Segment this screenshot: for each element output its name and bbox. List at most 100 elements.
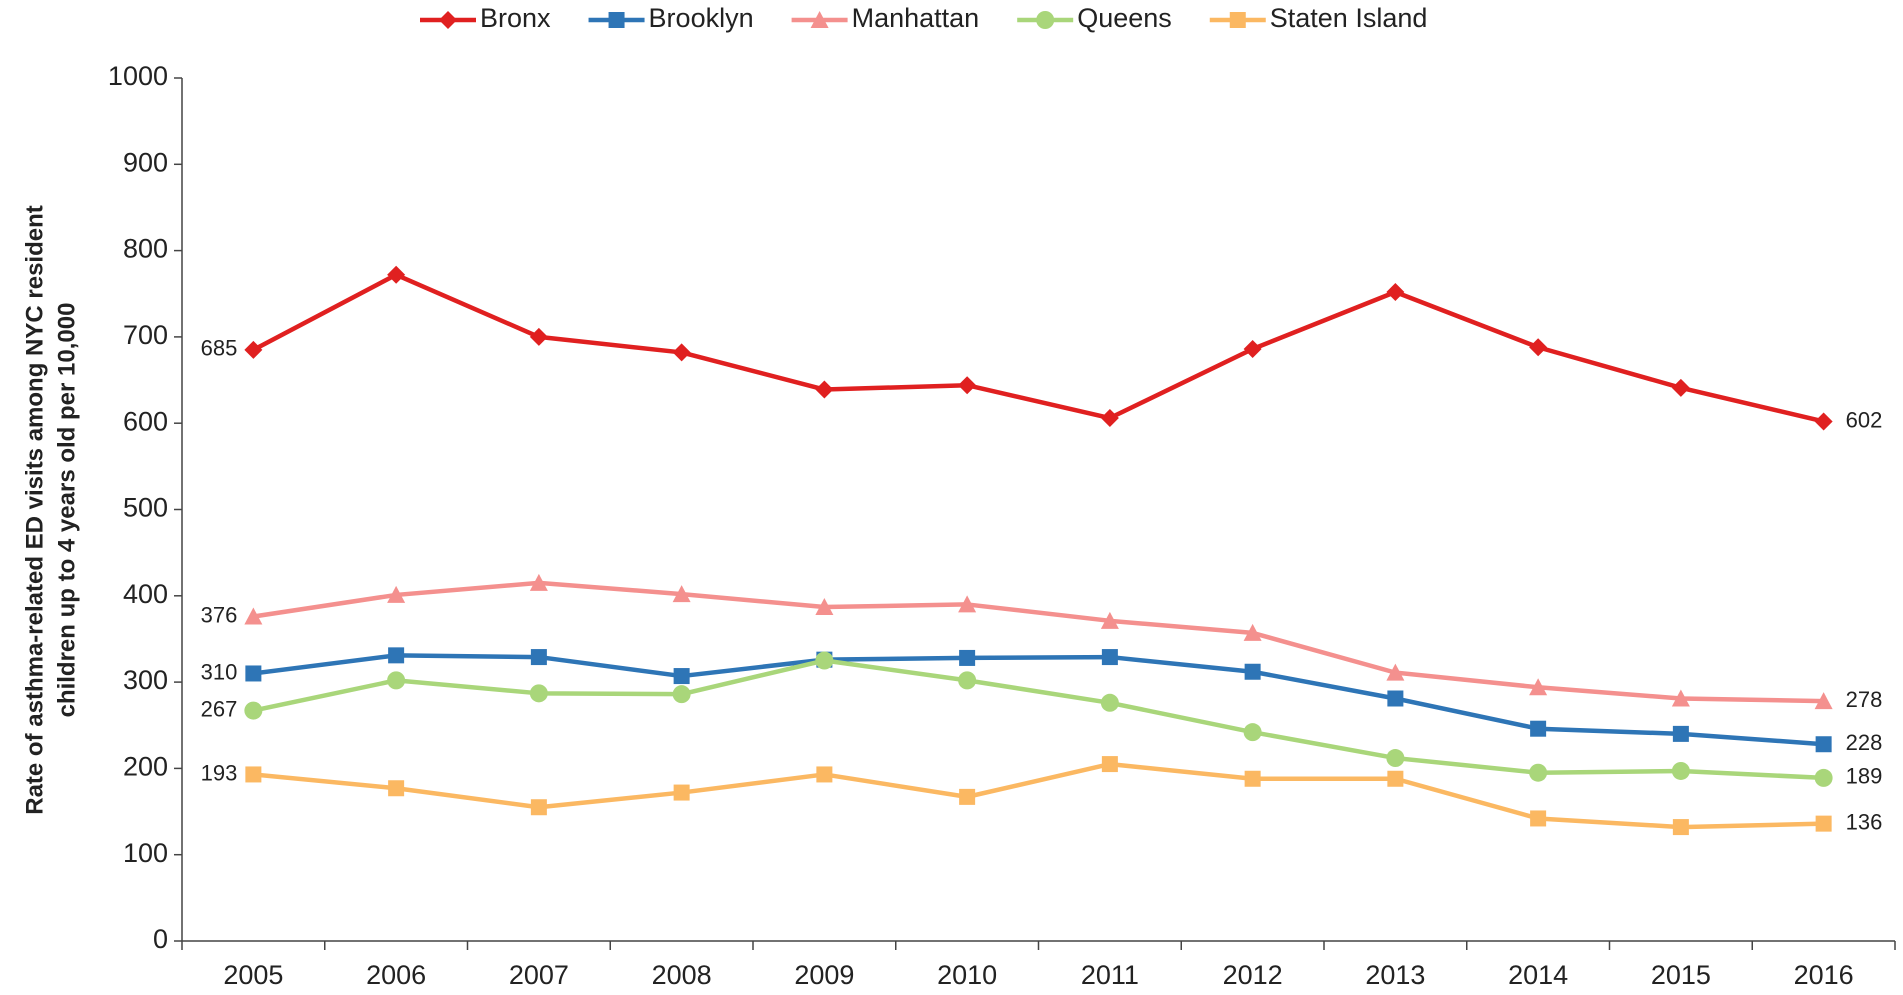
- legend-item: Bronx: [420, 3, 551, 33]
- point: [244, 701, 263, 720]
- x-tick-label: 2010: [937, 960, 997, 990]
- y-tick-label: 0: [153, 924, 168, 954]
- legend-label: Brooklyn: [649, 3, 754, 33]
- point: [673, 668, 690, 685]
- x-tick-label: 2009: [794, 960, 854, 990]
- point: [1101, 649, 1118, 666]
- point: [1815, 736, 1832, 753]
- legend-item: Staten Island: [1209, 3, 1427, 33]
- point: [1100, 693, 1119, 712]
- x-tick-label: 2011: [1081, 960, 1139, 990]
- point: [245, 665, 262, 682]
- point: [387, 265, 406, 284]
- point: [1672, 725, 1689, 742]
- y-tick-label: 200: [123, 752, 168, 782]
- point: [1387, 770, 1404, 787]
- legend-label: Manhattan: [852, 3, 980, 33]
- x-tick-label: 2008: [652, 960, 712, 990]
- value-label: 193: [201, 760, 238, 785]
- point: [1386, 749, 1405, 768]
- point: [1529, 678, 1548, 696]
- y-tick-label: 600: [123, 406, 168, 436]
- point: [959, 788, 976, 805]
- legend-marker: [439, 11, 457, 29]
- value-label: 376: [201, 602, 238, 627]
- x-tick-label: 2006: [366, 960, 426, 990]
- point: [245, 766, 262, 783]
- point: [530, 649, 547, 666]
- y-tick-label: 900: [123, 147, 168, 177]
- value-label: 602: [1846, 407, 1883, 432]
- series: [244, 573, 1833, 710]
- point: [958, 595, 977, 613]
- point: [1672, 819, 1689, 836]
- y-axis-title: Rate of asthma-related ED visits among N…: [21, 205, 80, 815]
- series-line: [252, 658, 1824, 781]
- x-tick-label: 2012: [1223, 960, 1283, 990]
- point: [388, 780, 405, 797]
- legend-marker: [1229, 12, 1246, 28]
- point: [1100, 409, 1119, 428]
- legend-label: Queens: [1077, 3, 1172, 33]
- point: [1530, 720, 1547, 737]
- point: [1100, 611, 1119, 629]
- series: [245, 647, 1832, 753]
- point: [530, 799, 547, 816]
- legend-label: Bronx: [480, 3, 551, 33]
- y-axis-title-line: Rate of asthma-related ED visits among N…: [21, 205, 48, 815]
- point: [816, 766, 833, 783]
- legend-marker: [810, 11, 829, 28]
- point: [958, 376, 977, 395]
- point: [1387, 690, 1404, 707]
- value-label: 189: [1846, 764, 1883, 789]
- point: [387, 585, 406, 603]
- value-label: 685: [201, 336, 238, 361]
- point: [1244, 663, 1261, 680]
- point: [1814, 692, 1833, 710]
- point: [1671, 761, 1690, 780]
- point: [1814, 768, 1833, 787]
- y-tick-label: 700: [123, 320, 168, 350]
- value-label: 278: [1846, 687, 1883, 712]
- y-axis-title-line: children up to 4 years old per 10,000: [53, 303, 80, 718]
- point: [1815, 815, 1832, 832]
- series: [245, 756, 1832, 836]
- point: [1529, 338, 1548, 357]
- point: [1671, 378, 1690, 397]
- y-tick-label: 400: [123, 579, 168, 609]
- point: [244, 607, 263, 625]
- point: [1530, 810, 1547, 827]
- value-label: 310: [201, 659, 238, 684]
- value-label: 228: [1846, 730, 1883, 755]
- point: [815, 651, 834, 670]
- point: [244, 340, 263, 359]
- point: [529, 327, 548, 346]
- series-line: [253, 580, 1824, 704]
- legend-marker: [1036, 11, 1055, 29]
- x-tick-label: 2014: [1508, 960, 1568, 990]
- x-tick-label: 2005: [223, 960, 283, 990]
- series-line: [253, 761, 1824, 830]
- point: [1243, 723, 1262, 742]
- point: [388, 647, 405, 664]
- point: [672, 343, 691, 362]
- value-label: 267: [201, 696, 238, 721]
- y-tick-label: 1000: [108, 61, 168, 91]
- point: [1243, 623, 1262, 641]
- point: [1386, 283, 1405, 302]
- y-tick-label: 100: [123, 838, 168, 868]
- y-tick-label: 800: [123, 234, 168, 264]
- x-tick-label: 2015: [1651, 960, 1711, 990]
- point: [1244, 770, 1261, 787]
- point: [959, 649, 976, 666]
- point: [1386, 663, 1405, 681]
- point: [387, 671, 406, 690]
- series-line: [253, 653, 1824, 747]
- point: [815, 598, 834, 616]
- series-line: [252, 272, 1825, 424]
- point: [1814, 412, 1833, 431]
- point: [1529, 763, 1548, 782]
- x-tick-label: 2007: [509, 960, 569, 990]
- point: [815, 380, 834, 399]
- legend-item: Manhattan: [791, 3, 980, 33]
